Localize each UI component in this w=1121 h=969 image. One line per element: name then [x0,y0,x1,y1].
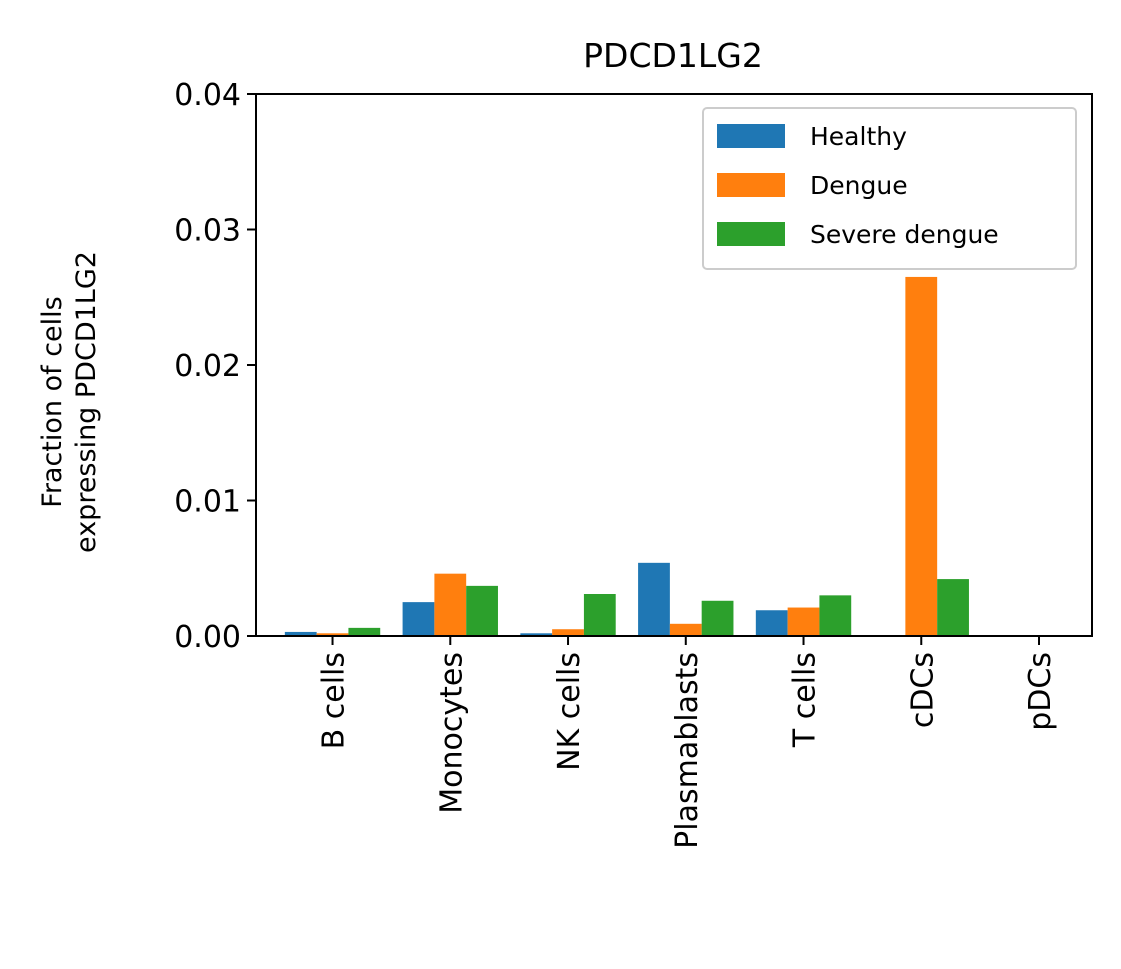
bar-healthy-1 [402,602,435,637]
legend-label: Dengue [810,171,908,200]
y-tick-label: 0.02 [174,349,241,384]
legend: Healthy Dengue Severe dengue [702,107,1077,270]
y-axis-label-line-2: expressing PDCD1LG2 [71,251,102,553]
legend-swatch [717,173,785,197]
x-tick-label: T cells [788,652,823,748]
y-axis-label: Fraction of cells expressing PDCD1LG2 [37,251,102,553]
y-axis: 0.00 0.01 0.02 0.03 0.04 [174,78,256,655]
legend-swatch [717,124,785,148]
y-tick-label: 0.01 [174,485,241,520]
bar-dengue-3 [669,623,702,636]
bar-severe-dengue-5 [937,579,969,636]
x-tick-label: Plasmablasts [670,652,705,849]
bar-healthy-2 [520,633,553,636]
legend-swatch [717,222,785,246]
legend-label: Severe dengue [810,220,999,249]
bar-dengue-0 [316,633,349,636]
chart-title: PDCD1LG2 [583,36,763,75]
y-axis-label-line-1: Fraction of cells [37,296,68,508]
legend-label: Healthy [810,122,907,151]
y-tick-label: 0.00 [174,620,241,655]
x-tick-label: B cells [317,652,352,749]
legend-frame [702,107,1077,270]
bars [284,276,969,637]
plot-frame [255,93,1093,637]
bar-dengue-5 [905,276,938,636]
bar-severe-dengue-3 [701,600,734,636]
bar-severe-dengue-1 [466,585,498,636]
bar-dengue-2 [552,629,584,636]
bar-healthy-4 [755,610,788,636]
bar-dengue-4 [787,607,820,636]
bar-severe-dengue-0 [348,627,381,636]
bar-dengue-1 [434,573,467,636]
bar-healthy-3 [638,562,670,636]
y-tick-label: 0.04 [174,78,241,113]
y-tick-label: 0.03 [174,214,241,249]
x-tick-label: NK cells [552,652,587,771]
x-tick-label: cDCs [905,652,940,728]
x-axis: B cells Monocytes NK cells Plasmablasts T ce… [317,636,1058,849]
bar-severe-dengue-4 [819,595,852,636]
x-tick-label: pDCs [1023,652,1058,731]
bar-healthy-0 [284,631,317,636]
bar-severe-dengue-2 [583,594,616,636]
x-tick-label: Monocytes [434,652,469,814]
